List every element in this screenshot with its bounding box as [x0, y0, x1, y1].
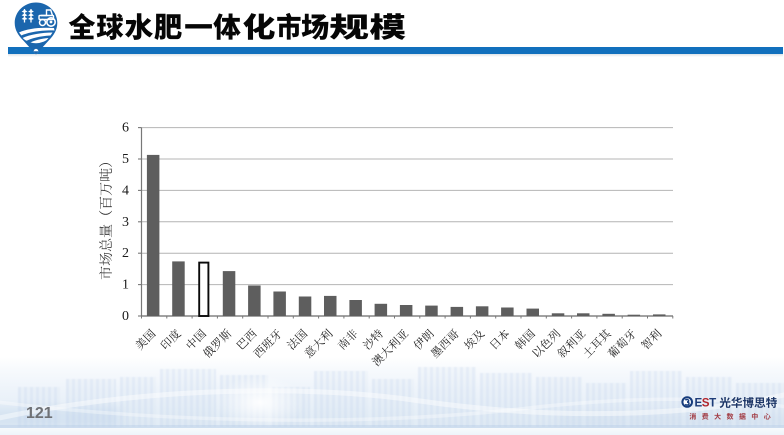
svg-text:3: 3: [122, 215, 129, 230]
svg-text:6: 6: [122, 121, 129, 136]
svg-text:4: 4: [122, 183, 129, 198]
svg-text:121: 121: [26, 405, 53, 422]
svg-text:0: 0: [122, 309, 129, 324]
svg-text:1: 1: [122, 278, 129, 293]
svg-text:5: 5: [122, 152, 129, 167]
svg-text:2: 2: [122, 246, 129, 261]
svg-text:EST: EST: [695, 396, 717, 409]
